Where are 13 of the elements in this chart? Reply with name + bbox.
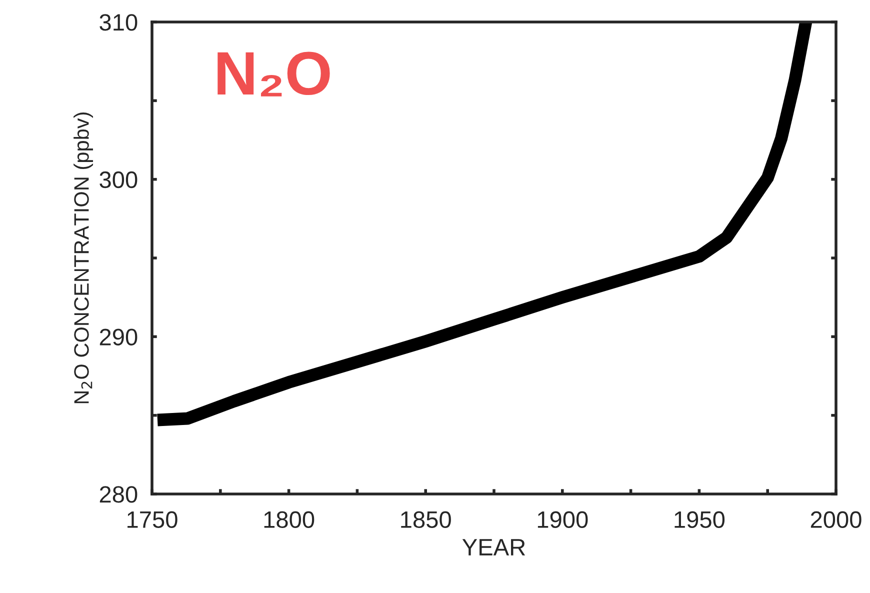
y-tick-label: 290 [100, 328, 138, 346]
y-tick-label: 300 [100, 171, 138, 188]
x-tick-label: 1750 [128, 511, 178, 528]
y-axis-title: N$_{2}$O CONCENTRATION (ppbv) [74, 112, 94, 404]
x-tick-label: 2000 [810, 511, 862, 528]
x-tick-label: 1850 [401, 511, 451, 528]
annotation: N₂O [218, 52, 330, 96]
y-tick-label: 310 [100, 14, 138, 31]
x-axis-title: YEAR [462, 539, 526, 556]
x-tick-label: 1900 [538, 511, 588, 528]
x-tick-label: 1800 [264, 511, 314, 528]
y-tick-label: 280 [100, 486, 138, 503]
x-tick-label: 1950 [674, 511, 725, 528]
